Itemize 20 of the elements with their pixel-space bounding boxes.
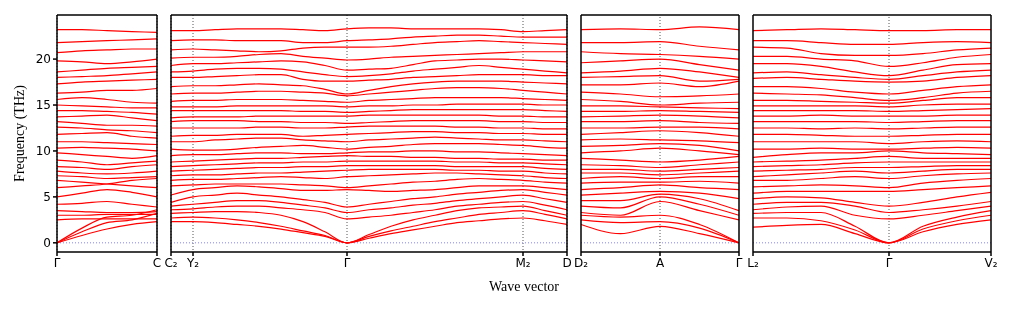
x-tick-label: D	[562, 255, 572, 270]
x-tick-label: C₂	[164, 255, 178, 270]
x-tick-label: A	[655, 255, 665, 270]
x-tick-label: Y₂	[185, 255, 200, 270]
y-axis-title: Frequency (THz)	[12, 84, 28, 182]
x-tick-label: M₂	[515, 255, 531, 270]
y-tick-label: 5	[43, 190, 51, 205]
x-tick-label: L₂	[747, 255, 759, 270]
x-tick-label: Γ	[735, 255, 743, 270]
y-tick-label: 0	[43, 236, 51, 251]
y-tick-label: 10	[35, 144, 51, 159]
y-tick-label: 15	[35, 98, 51, 113]
x-tick-label: Γ	[885, 255, 893, 270]
x-tick-label: C	[152, 255, 162, 270]
x-tick-label: Γ	[53, 255, 61, 270]
x-tick-label: V₂	[984, 255, 998, 270]
x-tick-label: D₂	[573, 255, 589, 270]
y-tick-label: 20	[35, 52, 51, 67]
x-tick-label: Γ	[343, 255, 351, 270]
x-axis-title: Wave vector	[488, 279, 560, 295]
